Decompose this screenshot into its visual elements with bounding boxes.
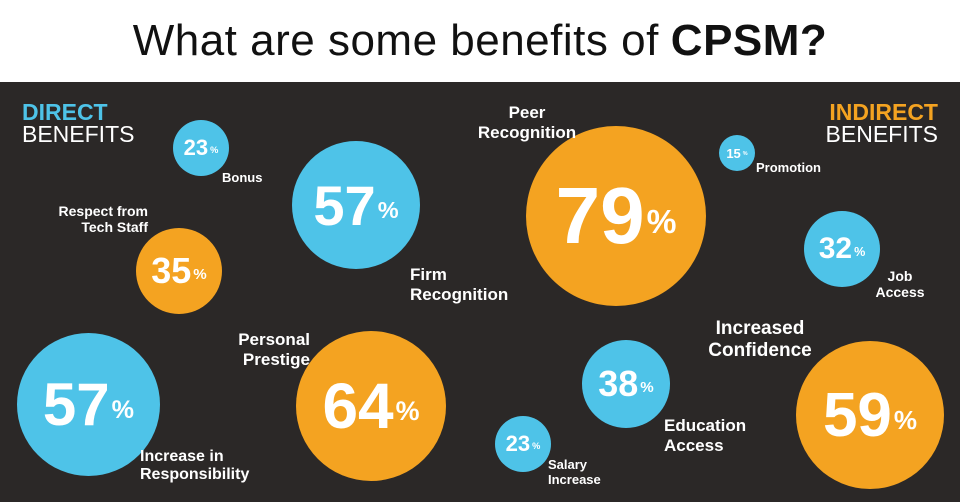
percent-sign: % <box>640 378 654 396</box>
percent-sign: % <box>854 244 866 259</box>
bubble-prestige: 64% <box>296 331 446 481</box>
bubble-bonus: 23% <box>173 120 229 176</box>
bubble-value: 32 <box>818 232 853 265</box>
percent-sign: % <box>532 441 541 452</box>
indirect-benefits-heading: INDIRECT BENEFITS <box>825 99 938 147</box>
percent-sign: % <box>395 396 420 427</box>
label-firm-recognition: Firm Recognition <box>410 265 509 304</box>
bubble-tech-staff: 35% <box>136 228 222 314</box>
label-peer: Peer Recognition <box>477 103 577 142</box>
percent-sign: % <box>893 405 918 436</box>
bubble-firm-recognition: 57% <box>292 141 420 269</box>
label-salary: Salary Increase <box>548 457 601 487</box>
title-bold: CPSM? <box>670 16 828 65</box>
label-education: Education Access <box>664 416 747 455</box>
label-job-access: Job Access <box>875 268 925 301</box>
bubble-education: 38% <box>582 340 670 428</box>
direct-heading-bottom: BENEFITS <box>22 121 135 147</box>
bubble-value: 35 <box>151 250 192 291</box>
bubble-salary: 23% <box>495 416 551 472</box>
page-title: What are some benefits of CPSM? <box>0 0 960 82</box>
label-bonus: Bonus <box>222 170 263 185</box>
bubble-value: 64 <box>322 370 394 442</box>
percent-sign: % <box>646 204 677 242</box>
bubble-peer: 79% <box>526 126 706 306</box>
label-tech-staff: Respect from Tech Staff <box>58 203 148 236</box>
percent-sign: % <box>742 151 748 158</box>
label-confidence: Increased Confidence <box>708 318 812 361</box>
percent-sign: % <box>111 395 135 424</box>
bubble-value: 57 <box>313 173 376 237</box>
bubble-value: 23 <box>505 431 531 456</box>
title-regular: What are some benefits of <box>132 16 659 65</box>
bubble-promotion: 15% <box>719 135 755 171</box>
indirect-heading-top: INDIRECT <box>829 99 938 125</box>
label-promotion: Promotion <box>756 160 821 175</box>
percent-sign: % <box>193 265 207 283</box>
bubble-value: 38 <box>598 363 639 404</box>
bubble-responsibility: 57% <box>17 333 160 476</box>
bubble-job-access: 32% <box>804 211 880 287</box>
label-responsibility: Increase in Responsibility <box>140 448 250 484</box>
bubble-value: 79 <box>555 171 645 260</box>
label-prestige: Personal Prestige <box>238 330 310 369</box>
bubble-value: 57 <box>42 371 110 438</box>
percent-sign: % <box>210 145 219 156</box>
indirect-heading-bottom: BENEFITS <box>825 121 938 147</box>
direct-heading-top: DIRECT <box>22 99 108 125</box>
bubble-value: 23 <box>183 135 209 160</box>
bubble-value: 59 <box>822 380 892 450</box>
direct-benefits-heading: DIRECT BENEFITS <box>22 99 135 147</box>
bubble-confidence: 59% <box>796 341 944 489</box>
percent-sign: % <box>377 196 399 223</box>
bubble-value: 15 <box>726 145 741 161</box>
